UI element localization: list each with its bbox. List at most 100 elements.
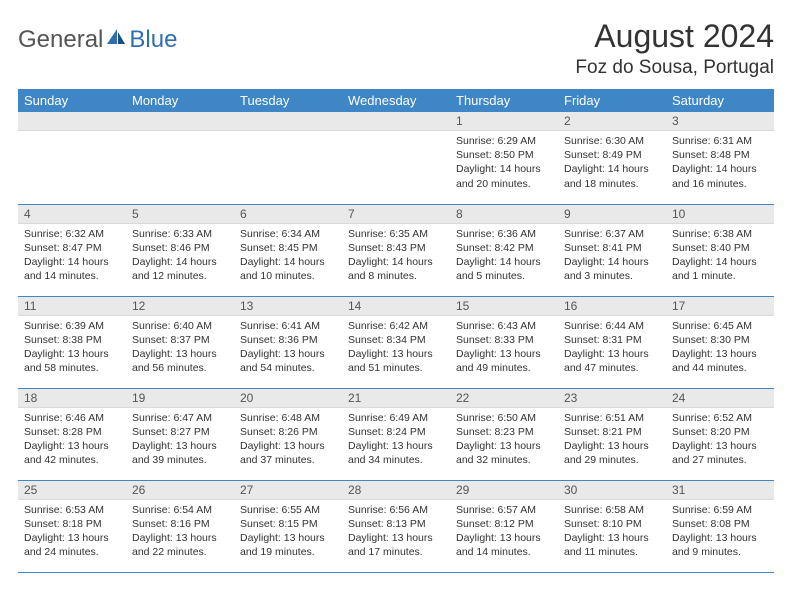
day-number: 5	[126, 205, 234, 224]
sunset-value: 8:37 PM	[171, 334, 210, 346]
daylight-value: 13 hours and 49 minutes.	[456, 348, 541, 374]
title-block: August 2024 Foz do Sousa, Portugal	[575, 18, 774, 79]
sunrise-line: Sunrise: 6:44 AM	[564, 319, 660, 333]
day-number: 13	[234, 297, 342, 316]
calendar-cell: 19Sunrise: 6:47 AMSunset: 8:27 PMDayligh…	[126, 388, 234, 480]
sunrise-value: 6:33 AM	[173, 228, 212, 240]
sunset-value: 8:41 PM	[603, 242, 642, 254]
sunrise-value: 6:57 AM	[497, 504, 536, 516]
daylight-value: 13 hours and 9 minutes.	[672, 532, 757, 558]
sunrise-value: 6:35 AM	[389, 228, 428, 240]
daylight-value: 14 hours and 16 minutes.	[672, 163, 757, 189]
daylight-value: 13 hours and 51 minutes.	[348, 348, 433, 374]
sunset-value: 8:46 PM	[171, 242, 210, 254]
sunrise-line: Sunrise: 6:33 AM	[132, 227, 228, 241]
daylight-line: Daylight: 13 hours and 37 minutes.	[240, 439, 336, 467]
sunset-line: Sunset: 8:48 PM	[672, 148, 768, 162]
daylight-line: Daylight: 13 hours and 56 minutes.	[132, 347, 228, 375]
calendar-cell: 8Sunrise: 6:36 AMSunset: 8:42 PMDaylight…	[450, 204, 558, 296]
day-info: Sunrise: 6:38 AMSunset: 8:40 PMDaylight:…	[666, 224, 774, 288]
logo-text-blue: Blue	[129, 26, 177, 54]
daylight-line: Daylight: 13 hours and 42 minutes.	[24, 439, 120, 467]
sunset-value: 8:38 PM	[63, 334, 102, 346]
daylight-line: Daylight: 13 hours and 24 minutes.	[24, 531, 120, 559]
sunset-line: Sunset: 8:20 PM	[672, 425, 768, 439]
sunset-value: 8:40 PM	[711, 242, 750, 254]
day-number: 6	[234, 205, 342, 224]
calendar-cell: 12Sunrise: 6:40 AMSunset: 8:37 PMDayligh…	[126, 296, 234, 388]
sunrise-line: Sunrise: 6:39 AM	[24, 319, 120, 333]
sunset-value: 8:21 PM	[603, 426, 642, 438]
daylight-line: Daylight: 13 hours and 58 minutes.	[24, 347, 120, 375]
day-number: 17	[666, 297, 774, 316]
day-number	[342, 112, 450, 131]
day-number: 3	[666, 112, 774, 131]
calendar-cell: 9Sunrise: 6:37 AMSunset: 8:41 PMDaylight…	[558, 204, 666, 296]
day-number: 14	[342, 297, 450, 316]
sunrise-value: 6:47 AM	[173, 412, 212, 424]
sunrise-line: Sunrise: 6:40 AM	[132, 319, 228, 333]
sunset-value: 8:36 PM	[279, 334, 318, 346]
calendar-cell: 11Sunrise: 6:39 AMSunset: 8:38 PMDayligh…	[18, 296, 126, 388]
calendar-week-row: 4Sunrise: 6:32 AMSunset: 8:47 PMDaylight…	[18, 204, 774, 296]
daylight-value: 13 hours and 24 minutes.	[24, 532, 109, 558]
sunrise-line: Sunrise: 6:47 AM	[132, 411, 228, 425]
weekday-header: Saturday	[666, 89, 774, 112]
daylight-value: 13 hours and 14 minutes.	[456, 532, 541, 558]
day-info: Sunrise: 6:48 AMSunset: 8:26 PMDaylight:…	[234, 408, 342, 472]
sunset-value: 8:26 PM	[279, 426, 318, 438]
daylight-line: Daylight: 13 hours and 17 minutes.	[348, 531, 444, 559]
sunset-value: 8:13 PM	[387, 518, 426, 530]
sunrise-line: Sunrise: 6:54 AM	[132, 503, 228, 517]
sunrise-value: 6:48 AM	[281, 412, 320, 424]
sunset-line: Sunset: 8:49 PM	[564, 148, 660, 162]
calendar-cell: 27Sunrise: 6:55 AMSunset: 8:15 PMDayligh…	[234, 480, 342, 572]
day-info: Sunrise: 6:46 AMSunset: 8:28 PMDaylight:…	[18, 408, 126, 472]
weekday-header: Friday	[558, 89, 666, 112]
daylight-line: Daylight: 13 hours and 9 minutes.	[672, 531, 768, 559]
day-info: Sunrise: 6:55 AMSunset: 8:15 PMDaylight:…	[234, 500, 342, 564]
sunrise-line: Sunrise: 6:32 AM	[24, 227, 120, 241]
calendar-cell	[18, 112, 126, 204]
day-number: 22	[450, 389, 558, 408]
day-info: Sunrise: 6:52 AMSunset: 8:20 PMDaylight:…	[666, 408, 774, 472]
sunrise-line: Sunrise: 6:34 AM	[240, 227, 336, 241]
sunset-value: 8:18 PM	[63, 518, 102, 530]
calendar-cell: 20Sunrise: 6:48 AMSunset: 8:26 PMDayligh…	[234, 388, 342, 480]
day-info: Sunrise: 6:43 AMSunset: 8:33 PMDaylight:…	[450, 316, 558, 380]
sunrise-line: Sunrise: 6:43 AM	[456, 319, 552, 333]
sunrise-line: Sunrise: 6:59 AM	[672, 503, 768, 517]
sunset-line: Sunset: 8:24 PM	[348, 425, 444, 439]
sunset-line: Sunset: 8:30 PM	[672, 333, 768, 347]
daylight-value: 13 hours and 22 minutes.	[132, 532, 217, 558]
daylight-line: Daylight: 13 hours and 54 minutes.	[240, 347, 336, 375]
sunset-line: Sunset: 8:13 PM	[348, 517, 444, 531]
day-number: 1	[450, 112, 558, 131]
day-number: 12	[126, 297, 234, 316]
calendar-table: SundayMondayTuesdayWednesdayThursdayFrid…	[18, 89, 774, 573]
daylight-value: 13 hours and 32 minutes.	[456, 440, 541, 466]
calendar-cell: 4Sunrise: 6:32 AMSunset: 8:47 PMDaylight…	[18, 204, 126, 296]
sunset-line: Sunset: 8:23 PM	[456, 425, 552, 439]
day-info: Sunrise: 6:29 AMSunset: 8:50 PMDaylight:…	[450, 131, 558, 195]
daylight-value: 14 hours and 12 minutes.	[132, 256, 217, 282]
sunrise-value: 6:41 AM	[281, 320, 320, 332]
sunrise-value: 6:29 AM	[497, 135, 536, 147]
calendar-week-row: 18Sunrise: 6:46 AMSunset: 8:28 PMDayligh…	[18, 388, 774, 480]
calendar-cell: 6Sunrise: 6:34 AMSunset: 8:45 PMDaylight…	[234, 204, 342, 296]
calendar-cell: 18Sunrise: 6:46 AMSunset: 8:28 PMDayligh…	[18, 388, 126, 480]
sunset-value: 8:45 PM	[279, 242, 318, 254]
sunset-line: Sunset: 8:31 PM	[564, 333, 660, 347]
daylight-line: Daylight: 13 hours and 19 minutes.	[240, 531, 336, 559]
sunset-value: 8:20 PM	[711, 426, 750, 438]
sunrise-value: 6:38 AM	[713, 228, 752, 240]
day-number	[18, 112, 126, 131]
daylight-line: Daylight: 13 hours and 44 minutes.	[672, 347, 768, 375]
daylight-value: 14 hours and 5 minutes.	[456, 256, 541, 282]
sunrise-value: 6:46 AM	[65, 412, 104, 424]
sunset-line: Sunset: 8:40 PM	[672, 241, 768, 255]
weekday-header: Monday	[126, 89, 234, 112]
day-number	[234, 112, 342, 131]
sunrise-line: Sunrise: 6:38 AM	[672, 227, 768, 241]
calendar-cell: 3Sunrise: 6:31 AMSunset: 8:48 PMDaylight…	[666, 112, 774, 204]
